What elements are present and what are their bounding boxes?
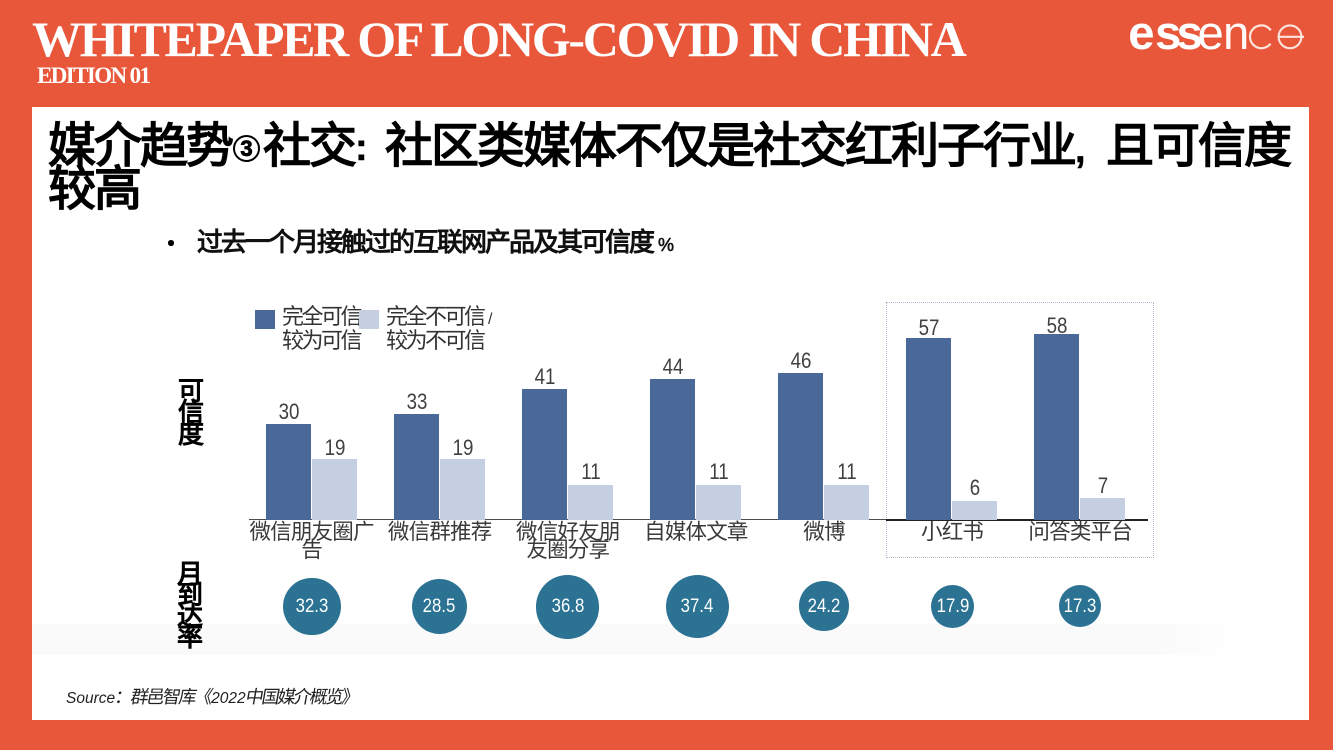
svg-text:e: e <box>1128 10 1154 60</box>
svg-text:s: s <box>1177 10 1203 60</box>
svg-text:n: n <box>1223 10 1249 60</box>
svg-text:s: s <box>1155 10 1181 60</box>
svg-text:e: e <box>1198 10 1224 60</box>
